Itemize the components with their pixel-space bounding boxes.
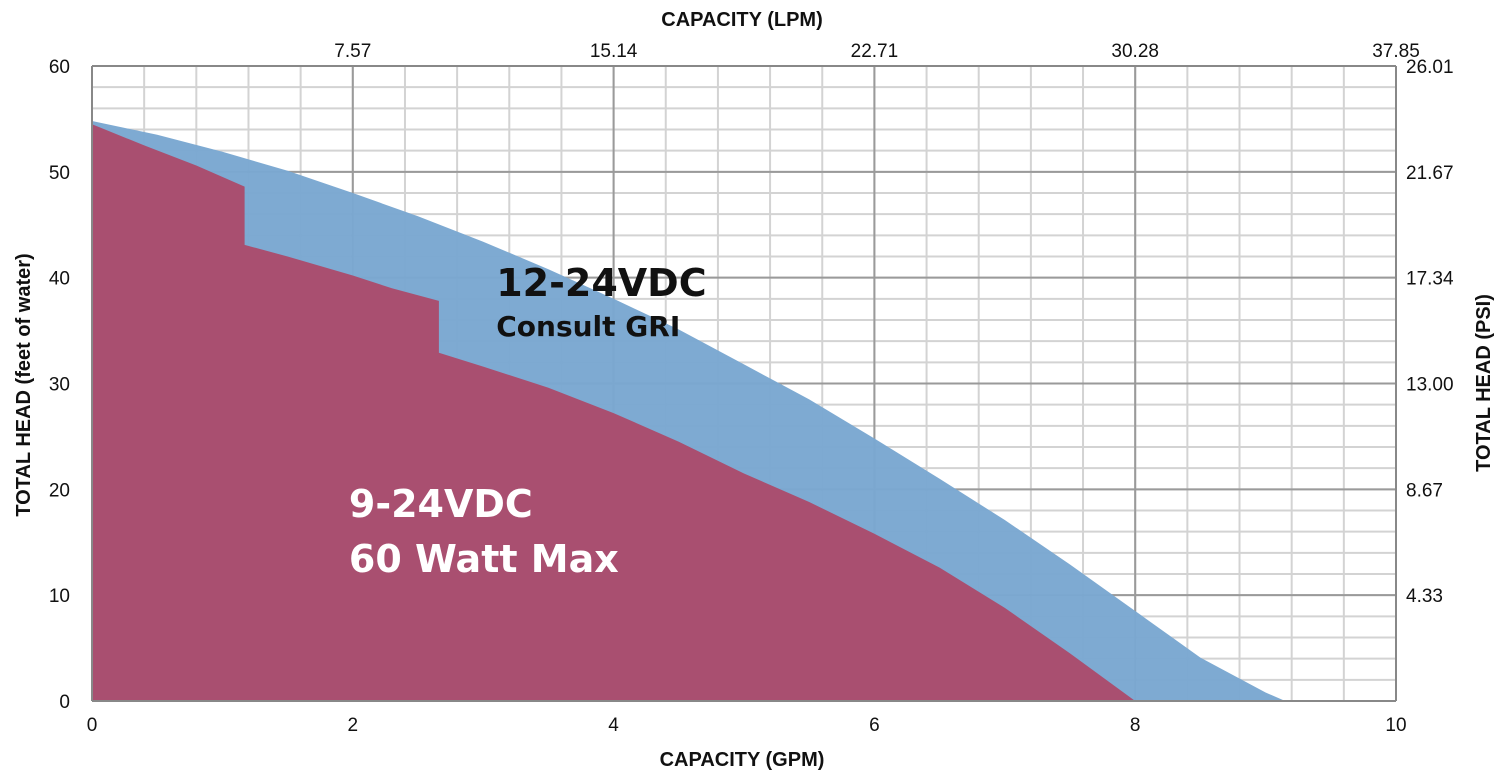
- x-top-tick-label: 22.71: [851, 41, 899, 62]
- x-bottom-tick-label: 0: [87, 715, 98, 736]
- x-bottom-tick-label: 6: [869, 715, 880, 736]
- y-left-tick-label: 40: [49, 269, 70, 290]
- y-right-axis-title: TOTAL HEAD (PSI): [1473, 294, 1495, 472]
- x-bottom-tick-label: 2: [348, 715, 359, 736]
- y-right-tick-label: 8.67: [1406, 480, 1443, 501]
- x-top-tick-label: 15.14: [590, 41, 638, 62]
- axes: [91, 65, 1397, 702]
- annotations: 12-24VDC Consult GRI 9-24VDC 60 Watt Max: [349, 261, 707, 581]
- y-left-tick-label: 30: [49, 375, 70, 396]
- x-top-tick-label: 30.28: [1111, 41, 1159, 62]
- x-bottom-tick-label: 10: [1385, 715, 1406, 736]
- axis-titles: CAPACITY (GPM) CAPACITY (LPM) TOTAL HEAD…: [13, 9, 1495, 771]
- y-left-axis-title: TOTAL HEAD (feet of water): [13, 253, 35, 516]
- y-right-tick-label: 17.34: [1406, 269, 1454, 290]
- y-left-tick-label: 0: [59, 692, 70, 713]
- y-right-tick-label: 26.01: [1406, 57, 1454, 78]
- y-left-tick-label: 60: [49, 57, 70, 78]
- annotation-12-24vdc-title: 12-24VDC: [496, 261, 706, 305]
- tick-labels: 0 2 4 6 8 10 0 10 20 30 40 50 60 7.57 15.14 22.71 30.28 3…: [49, 41, 1454, 736]
- y-right-tick-label: 4.33: [1406, 586, 1443, 607]
- x-bottom-axis-title: CAPACITY (GPM): [660, 749, 825, 771]
- y-left-tick-label: 20: [49, 480, 70, 501]
- annotation-9-24vdc-subtitle: 60 Watt Max: [349, 537, 619, 581]
- x-top-tick-label: 37.85: [1372, 41, 1420, 62]
- x-bottom-tick-label: 4: [608, 715, 619, 736]
- x-top-tick-label: 7.57: [334, 41, 371, 62]
- y-left-tick-label: 50: [49, 163, 70, 184]
- x-bottom-tick-label: 8: [1130, 715, 1141, 736]
- annotation-12-24vdc-subtitle: Consult GRI: [496, 310, 680, 343]
- area-9-24vdc: [92, 124, 1136, 701]
- y-right-tick-label: 13.00: [1406, 375, 1454, 396]
- annotation-9-24vdc-title: 9-24VDC: [349, 482, 533, 526]
- x-top-axis-title: CAPACITY (LPM): [661, 9, 822, 31]
- y-right-tick-label: 21.67: [1406, 163, 1454, 184]
- y-left-tick-label: 10: [49, 586, 70, 607]
- performance-areas: [92, 121, 1286, 701]
